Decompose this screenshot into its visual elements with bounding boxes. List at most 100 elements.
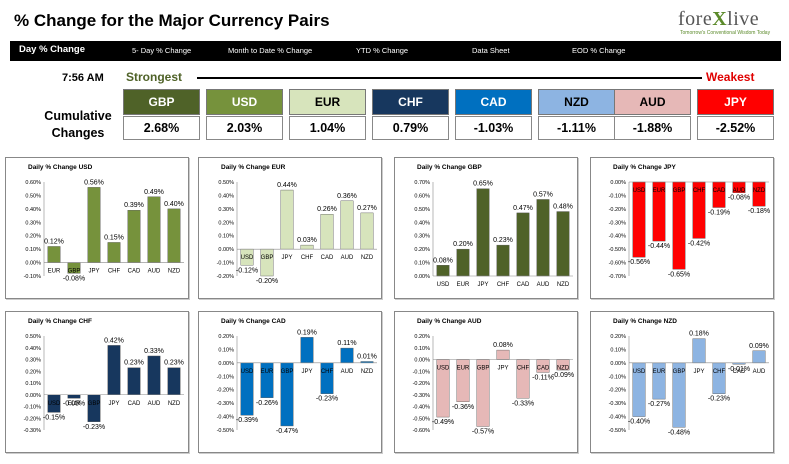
y-tick-label: 0.30% [414,234,430,240]
data-label: -0.47% [276,428,298,435]
data-label: -0.19% [708,210,730,217]
currency-code: AUD [614,89,691,115]
category-label: USD [241,255,254,261]
y-tick-label: -0.30% [609,401,627,407]
strongest-label: Strongest [126,70,183,84]
bar-jpy [476,188,490,277]
currency-code: GBP [123,89,200,115]
category-label: NZD [361,369,374,375]
data-label: -0.40% [628,419,650,426]
data-label: 0.26% [317,206,337,213]
bar-chf [496,244,510,277]
category-label: USD [241,369,254,375]
bar-chart: 0.20%0.10%0.00%-0.10%-0.20%-0.30%-0.40%-… [217,329,377,435]
category-label: CAD [128,269,141,275]
bar-aud [147,355,161,395]
data-label: -0.12% [236,267,258,274]
bar-nzd [167,367,181,395]
category-label: GBP [477,366,490,372]
y-tick-label: -0.10% [24,274,42,280]
bar-usd [436,265,450,277]
category-label: CAD [537,366,550,372]
category-label: NZD [168,269,181,275]
bar-cad [320,214,334,250]
category-label: CHF [321,369,334,375]
bar-gbp [672,181,686,270]
y-tick-label: 0.10% [414,261,430,267]
y-tick-label: 0.00% [414,358,430,364]
y-tick-label: 0.30% [218,207,234,213]
y-tick-label: -0.40% [413,405,431,411]
currency-code: EUR [289,89,366,115]
y-tick-label: 0.40% [25,207,41,213]
category-label: NZD [557,282,570,288]
data-label: 0.01% [357,354,377,361]
forexlive-logo[interactable]: foreXlive Tomorrow's Conventional Wisdom… [668,8,778,40]
category-label: EUR [653,188,666,194]
tab-5-day-change[interactable]: 5- Day % Change [132,46,192,55]
data-label: 0.39% [124,202,144,209]
data-label: -0.23% [708,396,730,403]
y-tick-label: 0.10% [218,347,234,353]
bar-chart: 0.50% 0.40% 0.30% 0.20% 0.10% 0.00% -0.10% -0.2… [217,180,377,285]
y-tick-label: -0.50% [413,416,431,422]
category-label: USD [437,366,450,372]
y-tick-label: 0.50% [218,180,234,186]
tab-data-sheet[interactable]: Data Sheet [472,46,510,55]
category-label: CAD [713,188,726,194]
bar-cad [127,210,141,263]
currency-cell-aud: AUD -1.88% [614,89,691,140]
data-label: 0.47% [513,205,533,212]
bar-jpy [692,338,706,364]
data-label: -0.44% [648,243,670,250]
y-tick-label: -0.70% [609,274,627,280]
y-tick-label: -0.40% [217,415,235,421]
data-label: -0.57% [472,428,494,435]
y-tick-label: -0.40% [609,234,627,240]
data-label: -0.23% [83,424,105,431]
bar-jpy [280,189,294,250]
bar-chart: 0.20%0.10%0.00%-0.10%-0.20%-0.30%-0.40%-… [413,334,575,435]
bar-chart: 0.60% 0.50% 0.40% 0.30% 0.20% 0.10% 0.00% -0.10… [24,179,184,282]
category-label: AUD [148,269,161,275]
category-label: EUR [457,282,470,288]
tab-ytd-change[interactable]: YTD % Change [356,46,409,55]
category-label: GBP [261,255,274,261]
chart-gbp: Daily % Change GBP 0.70% 0.60% 0.50% 0.40% 0.… [394,157,578,299]
tab-eod-change[interactable]: EOD % Change [572,46,626,55]
tab-month-to-date-change[interactable]: Month to Date % Change [228,46,313,55]
bar-chart: 0.20%0.10%0.00%-0.10%-0.20%-0.30%-0.40%-… [609,331,769,436]
category-label: CHF [108,269,121,275]
data-label: -0.56% [628,259,650,266]
y-tick-label: -0.20% [217,388,235,394]
category-label: AUD [341,369,354,375]
data-label: 0.27% [357,205,377,212]
category-label: USD [633,188,646,194]
chart-title: Daily % Change USD [28,164,93,171]
bar-chf [320,362,334,394]
cumulative-change-value: -1.88% [614,116,691,140]
category-label: JPY [301,369,312,375]
bar-aud [752,350,766,364]
bar-gbp [87,394,101,422]
data-label: -0.36% [452,404,474,411]
category-label: AUD [537,282,550,288]
currency-cell-usd: USD 2.03% [206,89,283,140]
chart-aud: Daily % Change AUD 0.20% 0.10% 0.00% -0.10% -… [394,311,578,453]
category-label: CHF [497,282,510,288]
category-label: NZD [361,255,374,261]
category-label: CAD [128,401,141,407]
tab-day-change[interactable]: Day % Change [19,44,85,55]
category-label: CHF [693,188,706,194]
currency-code: USD [206,89,283,115]
y-tick-label: -0.20% [24,416,42,422]
category-label: GBP [281,369,294,375]
y-tick-label: -0.10% [217,374,235,380]
y-tick-label: 0.30% [25,220,41,226]
data-label: -0.11% [532,374,554,381]
data-label: -0.03% [63,400,85,407]
data-label: -0.15% [43,414,65,421]
data-label: 0.40% [164,201,184,208]
data-label: -0.26% [256,400,278,407]
y-tick-label: 0.40% [218,193,234,199]
